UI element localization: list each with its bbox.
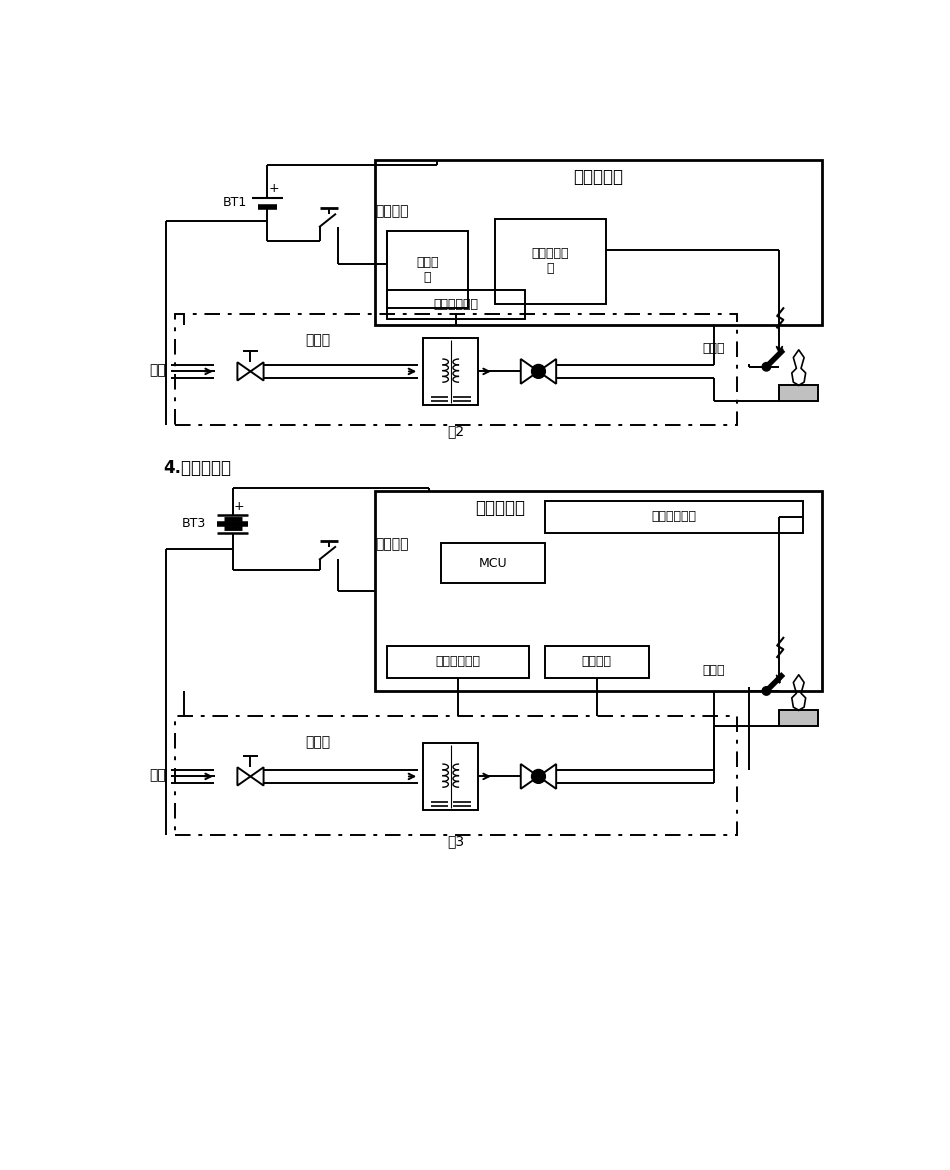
Bar: [423, 337, 479, 405]
Bar: [375, 490, 822, 691]
Text: 燃气: 燃气: [150, 363, 166, 377]
Bar: [387, 290, 525, 319]
Bar: [423, 743, 479, 811]
Text: 热电偶: 热电偶: [702, 342, 725, 355]
Text: 热电偶: 热电偶: [702, 663, 725, 676]
Bar: [544, 646, 649, 677]
Text: 4.自动点火器: 4.自动点火器: [163, 459, 232, 476]
Bar: [175, 716, 737, 835]
Circle shape: [762, 363, 770, 371]
Text: 打火开关: 打火开关: [375, 537, 408, 551]
Text: 燃气: 燃气: [150, 769, 166, 783]
Bar: [387, 232, 467, 308]
Text: 延时电
路: 延时电 路: [416, 256, 439, 284]
Circle shape: [532, 770, 545, 784]
Bar: [387, 646, 529, 677]
Bar: [544, 501, 803, 534]
Bar: [780, 385, 818, 400]
Text: 高压产生电
路: 高压产生电 路: [532, 247, 569, 275]
Text: 图2: 图2: [447, 425, 465, 439]
Bar: [175, 314, 737, 426]
Text: MCU: MCU: [479, 557, 507, 570]
Text: 阀体控制电路: 阀体控制电路: [433, 298, 479, 311]
Bar: [495, 219, 606, 304]
Text: 自动点火器: 自动点火器: [475, 500, 525, 517]
Bar: [780, 710, 818, 725]
Text: 旋塞阀: 旋塞阀: [305, 736, 330, 750]
Text: 火焰检测: 火焰检测: [581, 655, 612, 668]
Text: BT3: BT3: [182, 517, 206, 530]
Text: 快速点火器: 快速点火器: [574, 167, 623, 186]
Bar: [375, 159, 822, 325]
Circle shape: [762, 687, 770, 695]
Text: +: +: [234, 501, 244, 514]
Circle shape: [532, 365, 545, 378]
Bar: [441, 543, 544, 583]
Text: 旋塞阀: 旋塞阀: [305, 333, 330, 347]
Text: BT1: BT1: [223, 195, 247, 208]
Text: 图3: 图3: [447, 834, 465, 848]
Text: 高压产生电路: 高压产生电路: [651, 510, 696, 523]
Text: 打火开关: 打火开关: [375, 205, 408, 219]
Text: +: +: [268, 181, 279, 194]
Text: 阀体控制电路: 阀体控制电路: [435, 655, 481, 668]
